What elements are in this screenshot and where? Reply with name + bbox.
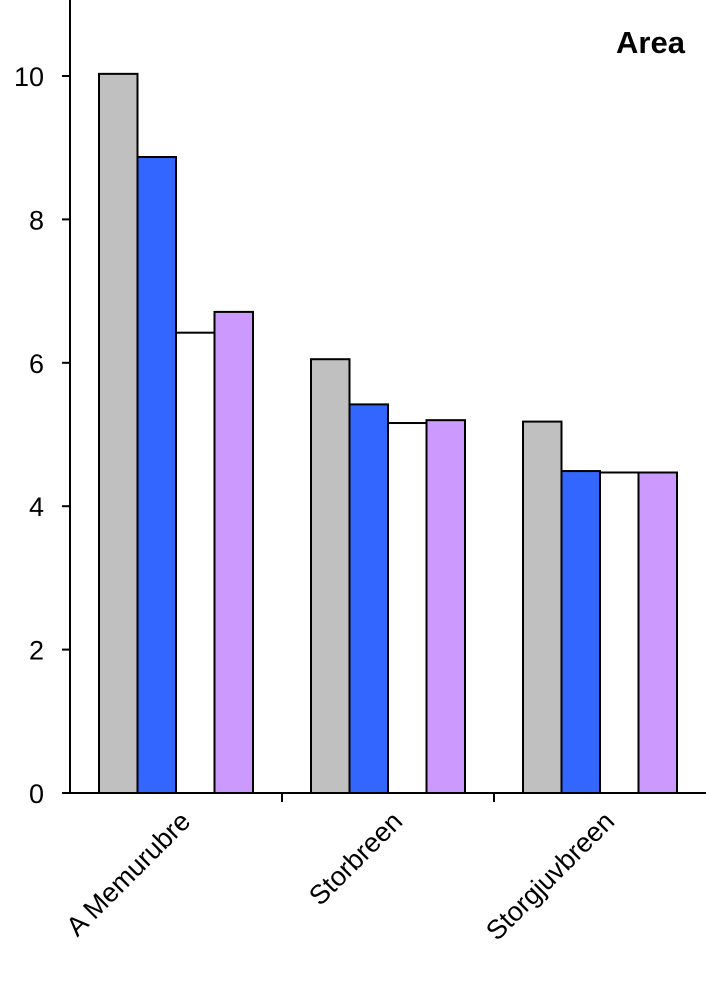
chart-title: Area [616, 25, 686, 60]
bar [310, 358, 351, 794]
y-tick-label: 10 [14, 62, 44, 92]
bar [599, 471, 640, 794]
bar [348, 403, 389, 794]
bar [522, 420, 563, 794]
x-category-label: Storgjuvbreen [480, 806, 620, 946]
bar [213, 310, 254, 794]
bar [387, 422, 428, 794]
bar [425, 419, 466, 794]
y-tick-label: 2 [29, 636, 44, 666]
bar [136, 156, 177, 794]
x-axis: A MemurubreStorbreenStorgjuvbreenSve [60, 792, 706, 946]
bar [560, 470, 601, 794]
bar [175, 331, 216, 794]
bar [98, 72, 139, 794]
y-tick-label: 8 [29, 205, 44, 235]
y-tick-label: 6 [29, 349, 44, 379]
y-tick-label: 0 [29, 779, 44, 809]
y-tick-label: 4 [29, 492, 44, 522]
x-category-label: Storbreen [303, 806, 408, 911]
bar [637, 471, 678, 794]
x-category-label: A Memurubre [60, 806, 196, 942]
bars [98, 72, 678, 794]
y-axis: 0 2 4 6 8 10 [14, 0, 71, 809]
